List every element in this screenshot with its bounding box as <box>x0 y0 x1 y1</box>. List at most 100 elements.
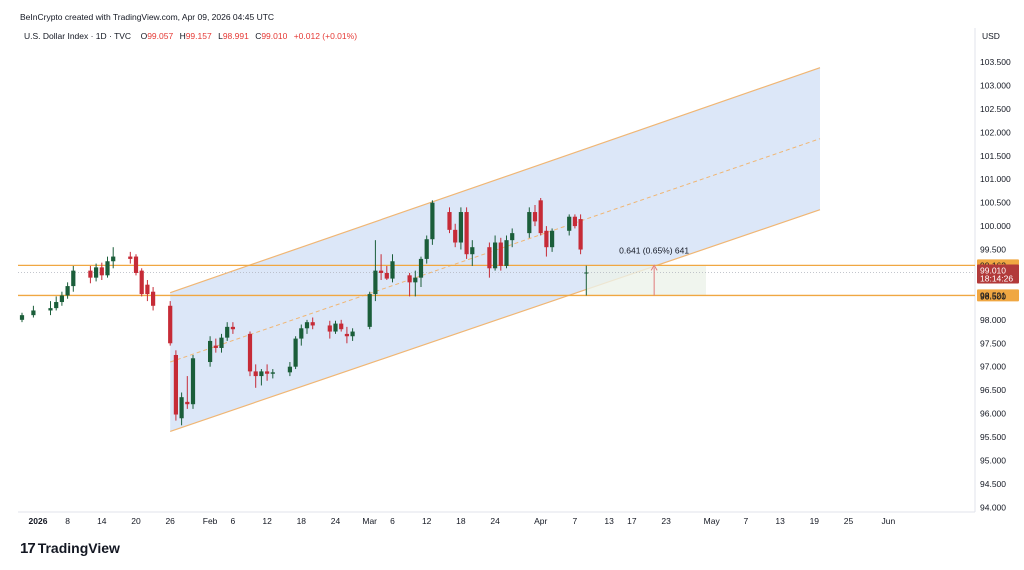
candle <box>94 263 99 282</box>
x-tick-label: 24 <box>331 516 341 526</box>
candle-body <box>253 371 258 377</box>
measure-arrowhead <box>650 264 658 271</box>
y-tick-label: 94.000 <box>980 502 1006 512</box>
y-tick-label: 98.000 <box>980 315 1006 325</box>
open-value: 99.057 <box>147 31 174 41</box>
candle-body <box>71 270 76 287</box>
low-label: L <box>218 31 223 41</box>
candle-body <box>190 358 196 405</box>
candle <box>567 214 572 236</box>
y-tick-label: 95.000 <box>980 455 1006 465</box>
candle <box>413 270 418 297</box>
candle <box>145 280 150 302</box>
candle <box>498 237 503 271</box>
candle-body <box>567 216 572 231</box>
candle <box>265 364 270 381</box>
candle-body <box>493 242 498 269</box>
tradingview-logo-mark: 17 <box>20 539 36 557</box>
candle <box>230 322 235 334</box>
x-tick-label: 13 <box>775 516 785 526</box>
candle <box>550 228 555 252</box>
candle <box>253 364 258 388</box>
x-tick-label: Feb <box>203 516 218 526</box>
candle <box>293 336 298 370</box>
candle <box>418 256 424 288</box>
x-tick-label: 12 <box>262 516 272 526</box>
candle-body <box>572 216 577 227</box>
candle <box>88 265 93 284</box>
candle <box>310 317 315 330</box>
candle-body <box>111 256 116 262</box>
level-tag-label: 98.521 <box>980 290 1006 300</box>
candle-body <box>225 326 230 338</box>
candle-body <box>418 258 424 278</box>
candle-body <box>510 233 515 241</box>
candle-body <box>504 240 509 266</box>
candle <box>213 338 218 353</box>
candle-body <box>578 219 583 250</box>
candle <box>390 254 395 283</box>
candle <box>407 272 412 297</box>
y-tick-label: 101.500 <box>980 151 1011 161</box>
x-tick-label: Apr <box>534 516 547 526</box>
x-tick-label: 24 <box>490 516 500 526</box>
candle <box>470 240 475 266</box>
candle-body <box>367 294 372 327</box>
tradingview-logo[interactable]: 17 TradingView <box>20 539 120 557</box>
candle-body <box>133 256 139 273</box>
candle <box>151 287 156 311</box>
last-price-countdown: 18:14:26 <box>980 274 1013 284</box>
high-value: 99.157 <box>185 31 212 41</box>
candle-body <box>99 267 104 276</box>
currency-label: USD <box>982 31 1000 41</box>
candle-body <box>208 340 213 363</box>
candle-body <box>498 242 503 266</box>
candle <box>333 320 338 334</box>
open-label: O <box>140 31 148 41</box>
candle-body <box>247 333 253 372</box>
candle <box>487 242 492 278</box>
channel-lower-line <box>170 209 821 432</box>
x-tick-label: 2026 <box>29 516 48 526</box>
y-tick-label: 95.500 <box>980 432 1006 442</box>
y-tick-label: 96.000 <box>980 409 1006 419</box>
x-tick-label: 6 <box>390 516 395 526</box>
candle-body <box>532 212 538 222</box>
candle-body <box>407 275 412 283</box>
candle <box>48 301 53 316</box>
candle <box>31 305 36 318</box>
candle-body <box>48 308 53 311</box>
candle-body <box>304 322 310 329</box>
x-tick-label: 20 <box>131 516 141 526</box>
candle-body <box>168 305 173 344</box>
candle-body <box>59 295 64 303</box>
y-tick-label: 102.000 <box>980 127 1011 137</box>
x-tick-label: 12 <box>422 516 432 526</box>
symbol-legend[interactable]: U.S. Dollar Index · 1D · TVC O99.057 H99… <box>24 31 361 41</box>
candle-body <box>430 202 435 240</box>
measure-zone <box>586 265 706 296</box>
candle-body <box>65 286 70 296</box>
change-value: +0.012 (+0.01%) <box>293 31 358 41</box>
candle <box>65 282 70 299</box>
candle <box>430 200 435 245</box>
channel-upper-line <box>170 67 821 294</box>
candle <box>527 207 532 238</box>
candle-body <box>299 328 304 339</box>
tradingview-brand: TradingView <box>37 540 120 556</box>
x-tick-label: Mar <box>362 516 377 526</box>
candle <box>54 296 59 311</box>
candle-body <box>54 302 59 309</box>
candle <box>350 328 355 341</box>
candle <box>185 376 190 409</box>
y-tick-label: 99.500 <box>980 245 1006 255</box>
y-tick-label: 97.000 <box>980 362 1006 372</box>
candle-body <box>527 212 532 234</box>
high-label: H <box>179 31 186 41</box>
candle <box>247 331 253 377</box>
candle-body <box>550 230 555 248</box>
candle <box>572 214 577 229</box>
candle <box>133 254 139 276</box>
candle <box>453 223 458 248</box>
